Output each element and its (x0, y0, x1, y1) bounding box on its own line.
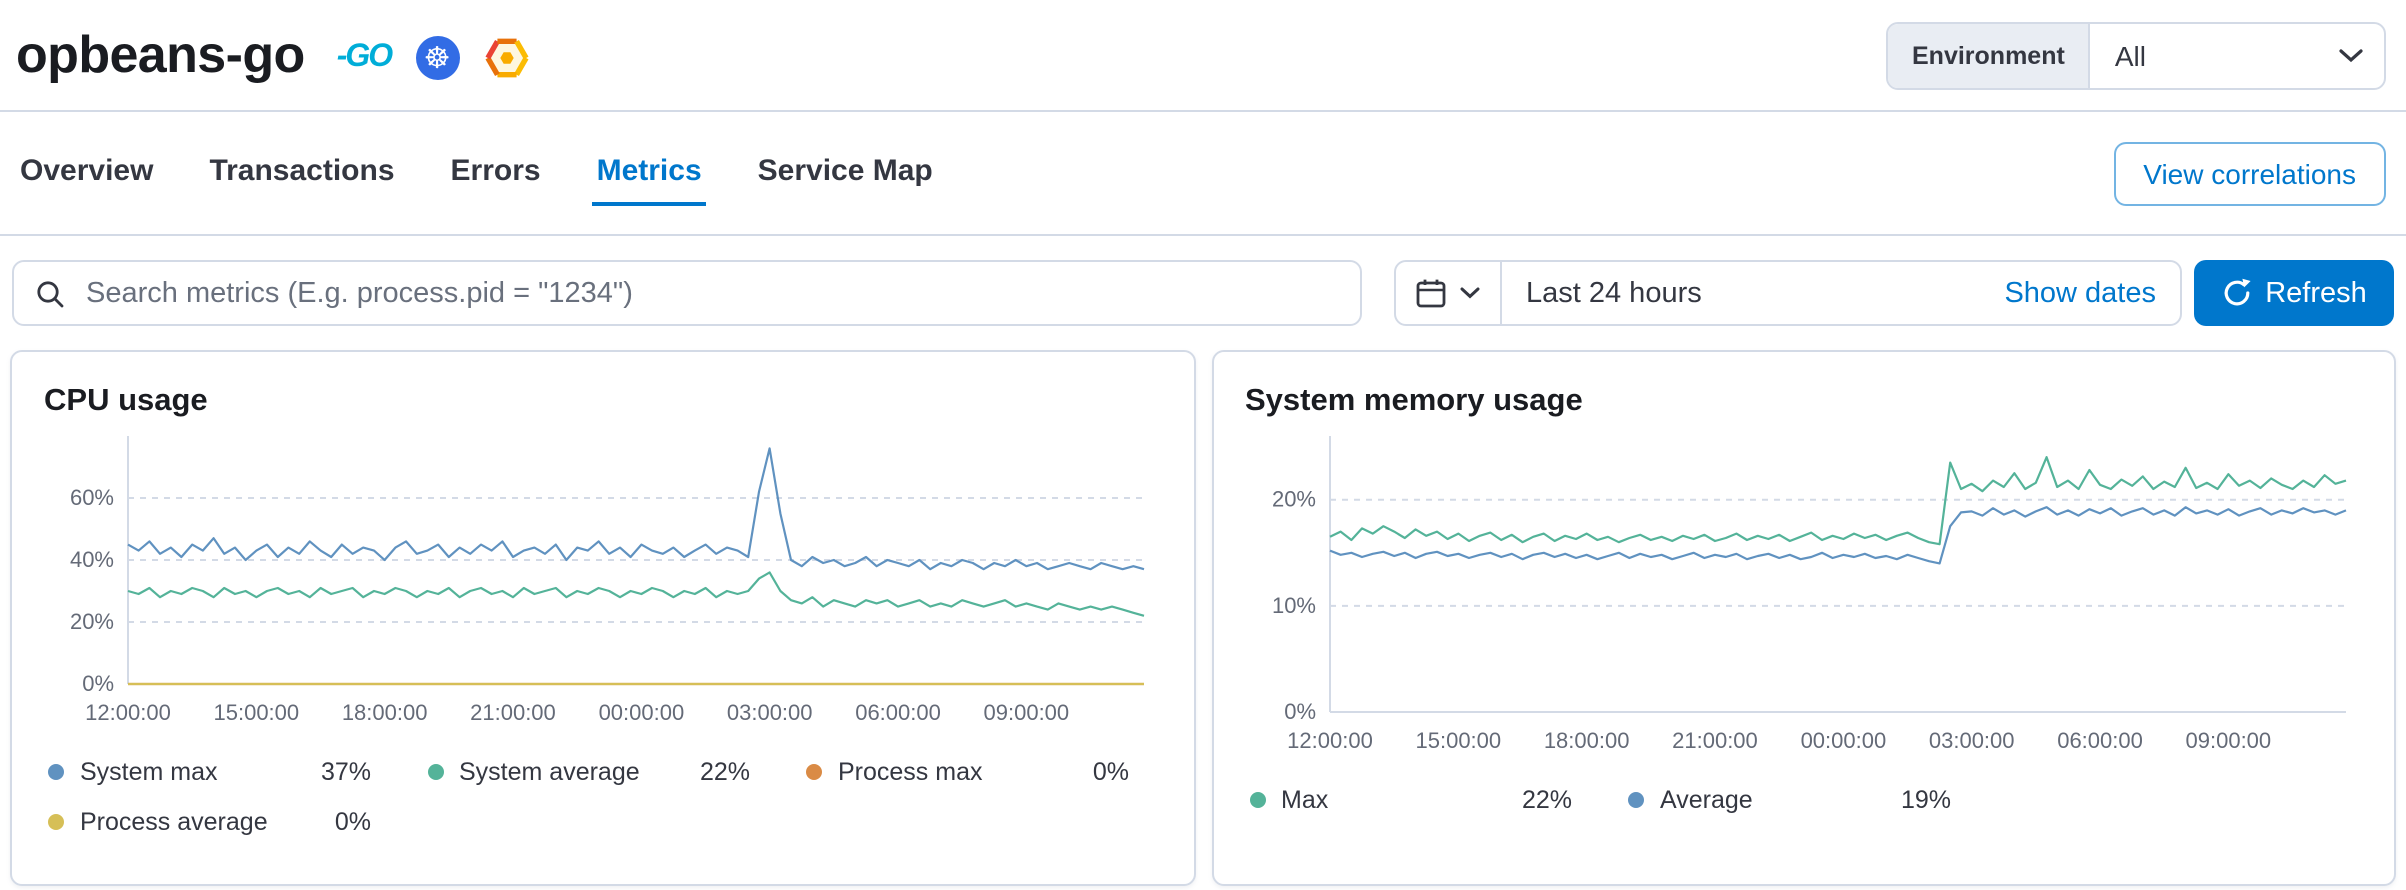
legend-label: System max (80, 758, 218, 786)
service-header: opbeans-go -GO ☸ Environment All (0, 0, 2406, 112)
svg-text:18:00:00: 18:00:00 (342, 700, 428, 725)
tabs-row: Overview Transactions Errors Metrics Ser… (0, 140, 2406, 206)
refresh-label: Refresh (2265, 277, 2367, 309)
legend-value: 37% (320, 758, 371, 786)
legend-value: 22% (1521, 786, 1572, 814)
legend-item[interactable]: Max 22% (1249, 786, 1600, 814)
chevron-down-icon (1460, 286, 1480, 300)
legend-color-dot (1628, 792, 1644, 808)
kubernetes-wheel-glyph: ☸ (423, 41, 451, 75)
show-dates-link[interactable]: Show dates (2004, 277, 2156, 309)
view-correlations-button[interactable]: View correlations (2113, 141, 2386, 205)
service-agent-icons: -GO ☸ (337, 36, 529, 80)
svg-text:0%: 0% (1283, 699, 1315, 724)
svg-text:60%: 60% (70, 485, 114, 510)
search-icon (34, 277, 66, 309)
tab-errors[interactable]: Errors (450, 154, 541, 188)
svg-text:20%: 20% (70, 609, 114, 634)
svg-text:09:00:00: 09:00:00 (984, 700, 1070, 725)
refresh-button[interactable]: Refresh (2194, 260, 2394, 326)
legend-value: 19% (1900, 786, 1951, 814)
svg-text:21:00:00: 21:00:00 (1671, 728, 1757, 753)
legend-label: Max (1281, 786, 1329, 814)
refresh-icon (2221, 278, 2251, 308)
date-picker-button[interactable] (1396, 262, 1502, 324)
environment-label: Environment (1888, 23, 2091, 87)
legend-item[interactable]: System average 22% (427, 758, 778, 786)
legend-item[interactable]: Average 19% (1628, 786, 1979, 814)
svg-text:00:00:00: 00:00:00 (1800, 728, 1886, 753)
svg-text:12:00:00: 12:00:00 (1286, 728, 1372, 753)
chart-title-memory: System memory usage (1245, 384, 1583, 418)
tab-transactions[interactable]: Transactions (209, 154, 395, 188)
date-picker-group: Last 24 hours Show dates (1394, 260, 2182, 326)
svg-text:15:00:00: 15:00:00 (1415, 728, 1501, 753)
legend-label: Process max (838, 758, 983, 786)
tabs: Overview Transactions Errors Metrics Ser… (16, 140, 937, 206)
page-title: opbeans-go (16, 24, 305, 84)
gcp-icon (483, 36, 529, 80)
svg-text:12:00:00: 12:00:00 (85, 700, 171, 725)
kubernetes-icon: ☸ (415, 36, 460, 80)
legend-value: 0% (1092, 758, 1129, 786)
tab-overview[interactable]: Overview (20, 154, 154, 188)
cpu-usage-chart: 0% 20% 40% 60% 12:00:00 15:00:00 18:00:00 21:00… (70, 436, 1145, 725)
svg-text:03:00:00: 03:00:00 (1928, 728, 2014, 753)
memory-usage-chart: 0% 10% 20% 12:00:00 15:00:00 18:00:00 21:00:00… (1271, 436, 2346, 753)
legend-label: System average (459, 758, 640, 786)
tab-service-map[interactable]: Service Map (757, 154, 933, 188)
legend-color-dot (1249, 792, 1265, 808)
svg-text:10%: 10% (1271, 593, 1315, 618)
legend-label: Average (1660, 786, 1753, 814)
chart-panels: CPU usage 0% 20% 40% 60% 12:00:00 15:00:00 18:… (0, 350, 2406, 886)
legend-color-dot (427, 764, 443, 780)
memory-usage-legend: Max 22% Average 19% (1245, 786, 2362, 814)
svg-text:21:00:00: 21:00:00 (470, 700, 556, 725)
legend-value: 0% (334, 808, 371, 836)
legend-color-dot (806, 764, 822, 780)
legend-color-dot (48, 814, 64, 830)
svg-text:00:00:00: 00:00:00 (599, 700, 685, 725)
tab-metrics[interactable]: Metrics (592, 140, 706, 206)
environment-select[interactable]: Environment All (1886, 21, 2386, 89)
cpu-usage-legend: System max 37% System average 22% Process ma… (44, 758, 1161, 836)
time-range-label[interactable]: Last 24 hours (1526, 277, 1702, 309)
legend-item[interactable]: System max 37% (48, 758, 399, 786)
search-metrics-input[interactable] (82, 275, 1340, 311)
legend-value: 22% (699, 758, 750, 786)
svg-text:03:00:00: 03:00:00 (727, 700, 813, 725)
memory-usage-panel: System memory usage 0% 10% 20% 12:00:00 15:0… (1211, 350, 2396, 886)
svg-text:06:00:00: 06:00:00 (855, 700, 941, 725)
legend-item[interactable]: Process average 0% (48, 808, 399, 836)
svg-text:20%: 20% (1271, 487, 1315, 512)
svg-text:06:00:00: 06:00:00 (2056, 728, 2142, 753)
legend-color-dot (48, 764, 64, 780)
svg-text:15:00:00: 15:00:00 (214, 700, 300, 725)
svg-text:18:00:00: 18:00:00 (1543, 728, 1629, 753)
tabs-divider (0, 234, 2406, 236)
go-icon: -GO (336, 40, 393, 74)
environment-value: All (2114, 39, 2146, 71)
svg-text:09:00:00: 09:00:00 (2185, 728, 2271, 753)
metrics-toolbar: Last 24 hours Show dates Refresh (0, 260, 2406, 326)
cpu-usage-panel: CPU usage 0% 20% 40% 60% 12:00:00 15:00:00 18:… (10, 350, 1195, 886)
svg-text:40%: 40% (70, 547, 114, 572)
chart-title-cpu: CPU usage (44, 384, 208, 418)
calendar-icon (1416, 278, 1446, 308)
chevron-down-icon (2338, 47, 2364, 63)
svg-text:0%: 0% (82, 671, 114, 696)
legend-label: Process average (80, 808, 268, 836)
legend-item[interactable]: Process max 0% (806, 758, 1157, 786)
search-metrics-box[interactable] (12, 260, 1362, 326)
